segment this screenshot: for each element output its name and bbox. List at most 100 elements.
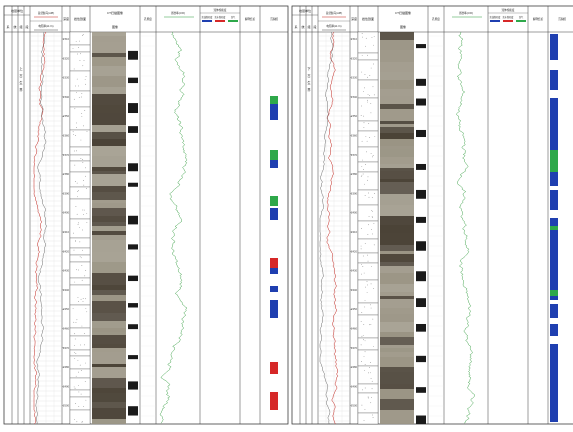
- depth-label: 2360: [351, 135, 358, 138]
- litho-bed: [357, 392, 379, 414]
- litho-dot: [367, 397, 369, 399]
- litho-dot: [362, 173, 364, 175]
- litho-bed: [357, 337, 379, 351]
- core-band: [380, 168, 414, 171]
- litho-dot: [75, 85, 76, 87]
- litho-dot: [84, 344, 85, 346]
- litho-dot: [370, 307, 372, 309]
- header-water-sat: 含水饱和度: [215, 15, 227, 19]
- core-band: [380, 384, 414, 389]
- litho-dot: [365, 286, 366, 288]
- litho-bed: [69, 237, 91, 249]
- header-depth: 深度: [351, 16, 357, 21]
- depth-label: 2390: [63, 192, 70, 195]
- litho-dot: [371, 197, 373, 198]
- litho-dot: [77, 53, 78, 55]
- facies-block: [270, 104, 278, 120]
- header-core-image: CT扫描图像: [107, 10, 123, 15]
- core-band: [92, 352, 126, 364]
- litho-dot: [364, 340, 366, 342]
- core-band: [380, 124, 414, 127]
- litho-dot: [361, 159, 363, 161]
- core-band: [92, 301, 126, 313]
- depth-label: 2430: [63, 270, 70, 273]
- core-band: [92, 192, 126, 200]
- core-dark-mark: [128, 77, 138, 84]
- litho-dot: [75, 181, 76, 182]
- core-band: [92, 240, 126, 252]
- header-strat-unit: 地层单位: [11, 8, 23, 13]
- header-permeability: 渗透率(mD): [459, 11, 473, 15]
- litho-dot: [76, 269, 77, 271]
- core-band: [380, 332, 414, 337]
- core-band: [380, 72, 414, 80]
- litho-dot: [370, 153, 372, 154]
- litho-bed: [357, 252, 379, 264]
- litho-dot: [364, 306, 366, 308]
- litho-dot: [76, 78, 78, 80]
- litho-dot: [363, 420, 365, 422]
- litho-dot: [74, 281, 76, 283]
- core-band: [92, 364, 126, 367]
- litho-dot: [372, 346, 374, 348]
- litho-dot: [85, 298, 87, 300]
- depth-label: 2490: [351, 385, 358, 388]
- header-res-log: 电阻率(Ω·m): [38, 24, 53, 28]
- litho-dot: [366, 292, 368, 293]
- litho-dot: [369, 304, 371, 306]
- litho-dot: [362, 255, 364, 257]
- litho-dot: [367, 54, 368, 56]
- litho-dot: [363, 115, 365, 117]
- depth-label: 2440: [63, 289, 70, 292]
- litho-dot: [75, 403, 76, 404]
- litho-dot: [86, 311, 88, 313]
- litho-bed: [69, 389, 91, 398]
- litho-dot: [82, 421, 83, 423]
- litho-dot: [369, 94, 370, 96]
- litho-dot: [368, 372, 369, 374]
- facies-segment: [550, 90, 558, 98]
- litho-dot: [85, 270, 87, 271]
- litho-dot: [369, 367, 370, 368]
- litho-bed: [357, 31, 379, 54]
- depth-label: 2370: [63, 154, 70, 157]
- litho-dot: [81, 265, 83, 266]
- core-dark-mark: [416, 323, 426, 332]
- litho-bed: [357, 204, 379, 222]
- litho-dot: [80, 370, 82, 371]
- litho-dot: [80, 298, 82, 300]
- litho-dot: [368, 224, 369, 226]
- core-band: [380, 399, 414, 410]
- litho-dot: [370, 324, 372, 326]
- header-series: 统: [13, 24, 16, 29]
- core-dark-mark: [128, 215, 138, 225]
- litho-dot: [72, 47, 74, 49]
- litho-dot: [370, 112, 372, 114]
- core-band: [380, 109, 414, 121]
- depth-label: 2370: [351, 154, 358, 157]
- depth-label: 2420: [351, 250, 358, 253]
- panel-frame: [291, 5, 573, 425]
- litho-dot: [366, 254, 368, 256]
- litho-bed: [357, 79, 379, 99]
- header-fluids: 流体饱和度: [214, 8, 227, 12]
- depth-label: 2480: [63, 366, 70, 369]
- litho-dot: [84, 79, 86, 80]
- litho-dot: [373, 288, 375, 290]
- core-band: [380, 389, 414, 399]
- litho-dot: [364, 300, 366, 301]
- litho-dot: [80, 393, 82, 395]
- litho-dot: [369, 137, 371, 138]
- facies-segment: [550, 300, 558, 304]
- facies-block: [270, 150, 278, 160]
- core-band: [380, 146, 414, 149]
- litho-dot: [365, 45, 366, 47]
- core-band: [92, 321, 126, 328]
- header-lithology: 岩性剖面: [74, 16, 86, 21]
- litho-bed: [69, 154, 91, 162]
- litho-dot: [360, 321, 362, 322]
- litho-dot: [371, 380, 373, 382]
- core-dark-mark: [416, 98, 426, 106]
- depth-label: 2410: [351, 231, 358, 234]
- core-band: [92, 42, 126, 53]
